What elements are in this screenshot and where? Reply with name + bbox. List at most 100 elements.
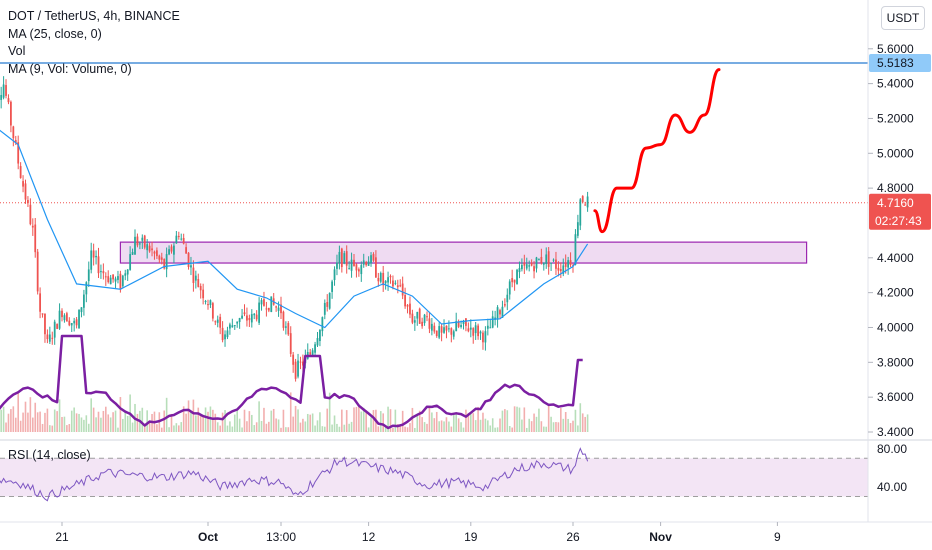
candle <box>165 254 168 270</box>
volume-bar <box>170 413 173 432</box>
candle <box>423 314 426 324</box>
volume-bar <box>341 409 343 432</box>
volume-bar <box>562 418 565 432</box>
candle <box>10 101 12 126</box>
candle <box>474 325 477 334</box>
symbol-title[interactable]: DOT / TetherUS, 4h, BINANCE <box>8 9 180 23</box>
volume-bar <box>182 406 185 432</box>
volume-bar <box>448 421 450 432</box>
candle <box>63 315 66 321</box>
resistance-price-label-bg <box>869 54 931 73</box>
candle <box>168 249 170 255</box>
volume-bar <box>311 413 314 432</box>
candle <box>100 271 102 273</box>
volume-bar <box>212 409 214 432</box>
candle <box>134 236 136 255</box>
candle <box>418 308 421 324</box>
candle <box>146 244 149 251</box>
volume-bar <box>165 397 168 432</box>
candle <box>24 183 27 200</box>
volume-bar <box>265 423 268 432</box>
ma-indicator-label[interactable]: MA (25, close, 0) <box>8 26 102 41</box>
volume-bar <box>321 426 324 432</box>
candle <box>428 318 431 329</box>
volume-bar <box>338 426 341 432</box>
candle <box>219 316 222 328</box>
candle <box>375 257 377 278</box>
candle <box>61 310 63 318</box>
candle <box>190 265 192 268</box>
candle <box>542 262 545 265</box>
volume-bar <box>180 422 183 432</box>
volume-bar <box>75 413 78 432</box>
candle <box>141 237 144 241</box>
candle <box>39 293 41 312</box>
candle <box>229 324 231 329</box>
volume-bar <box>533 413 535 432</box>
candle <box>34 224 37 253</box>
candle <box>175 235 178 244</box>
candle <box>555 259 557 269</box>
volume-bar <box>501 410 504 432</box>
candle <box>95 255 97 258</box>
volume-bar <box>63 416 66 432</box>
candle <box>350 259 353 271</box>
volume-bar <box>0 409 2 432</box>
rsi-indicator-label[interactable]: RSI (14, close) <box>8 448 91 462</box>
time-tick-label: 13:00 <box>266 530 296 544</box>
volume-bar <box>83 419 85 432</box>
volume-bar <box>17 393 19 432</box>
candle <box>7 98 10 103</box>
candle <box>182 237 185 244</box>
candle <box>241 315 243 319</box>
candle <box>486 325 489 329</box>
volume-bar <box>36 412 39 432</box>
volume-bar <box>197 407 200 432</box>
candle <box>319 329 321 342</box>
volume-bar <box>557 422 560 432</box>
candle <box>92 250 95 258</box>
candle <box>433 325 436 332</box>
candle <box>362 260 365 265</box>
volume-bar <box>331 424 333 432</box>
candle <box>126 269 129 275</box>
projection-drawing[interactable] <box>593 68 721 234</box>
volume-bar <box>428 407 431 432</box>
volume-bar <box>282 409 285 432</box>
volume-bar <box>95 417 97 432</box>
volume-bar <box>195 415 197 432</box>
volume-bar <box>14 417 17 432</box>
volume-bar <box>263 407 265 432</box>
volume-bar <box>126 415 129 432</box>
currency-button[interactable]: USDT <box>881 6 925 30</box>
volume-bar <box>555 422 557 432</box>
candle <box>311 350 314 356</box>
candle <box>214 321 217 323</box>
candle <box>399 285 402 287</box>
volume-bar <box>87 423 90 432</box>
candle <box>65 313 68 322</box>
volume-bar <box>24 401 27 432</box>
candle <box>216 319 219 323</box>
candle <box>360 265 363 275</box>
volume-bar <box>567 418 569 432</box>
candle <box>491 316 494 328</box>
volume-bar <box>550 416 552 432</box>
candle <box>143 235 146 248</box>
volume-bar <box>112 412 114 432</box>
volume-ma-indicator-label[interactable]: MA (9, Vol: Volume, 0) <box>8 61 132 76</box>
volume-bar <box>433 418 436 432</box>
volume-bar <box>143 426 146 432</box>
volume-bar <box>316 420 319 432</box>
candle <box>586 196 589 208</box>
support-zone[interactable] <box>119 241 808 264</box>
candle <box>224 334 226 340</box>
volume-bar <box>202 415 204 432</box>
volume-bar <box>477 406 479 432</box>
candle <box>204 300 207 302</box>
candle <box>0 95 3 100</box>
candle <box>194 275 197 281</box>
volume-indicator-label[interactable]: Vol <box>8 44 26 58</box>
candle <box>521 264 523 270</box>
